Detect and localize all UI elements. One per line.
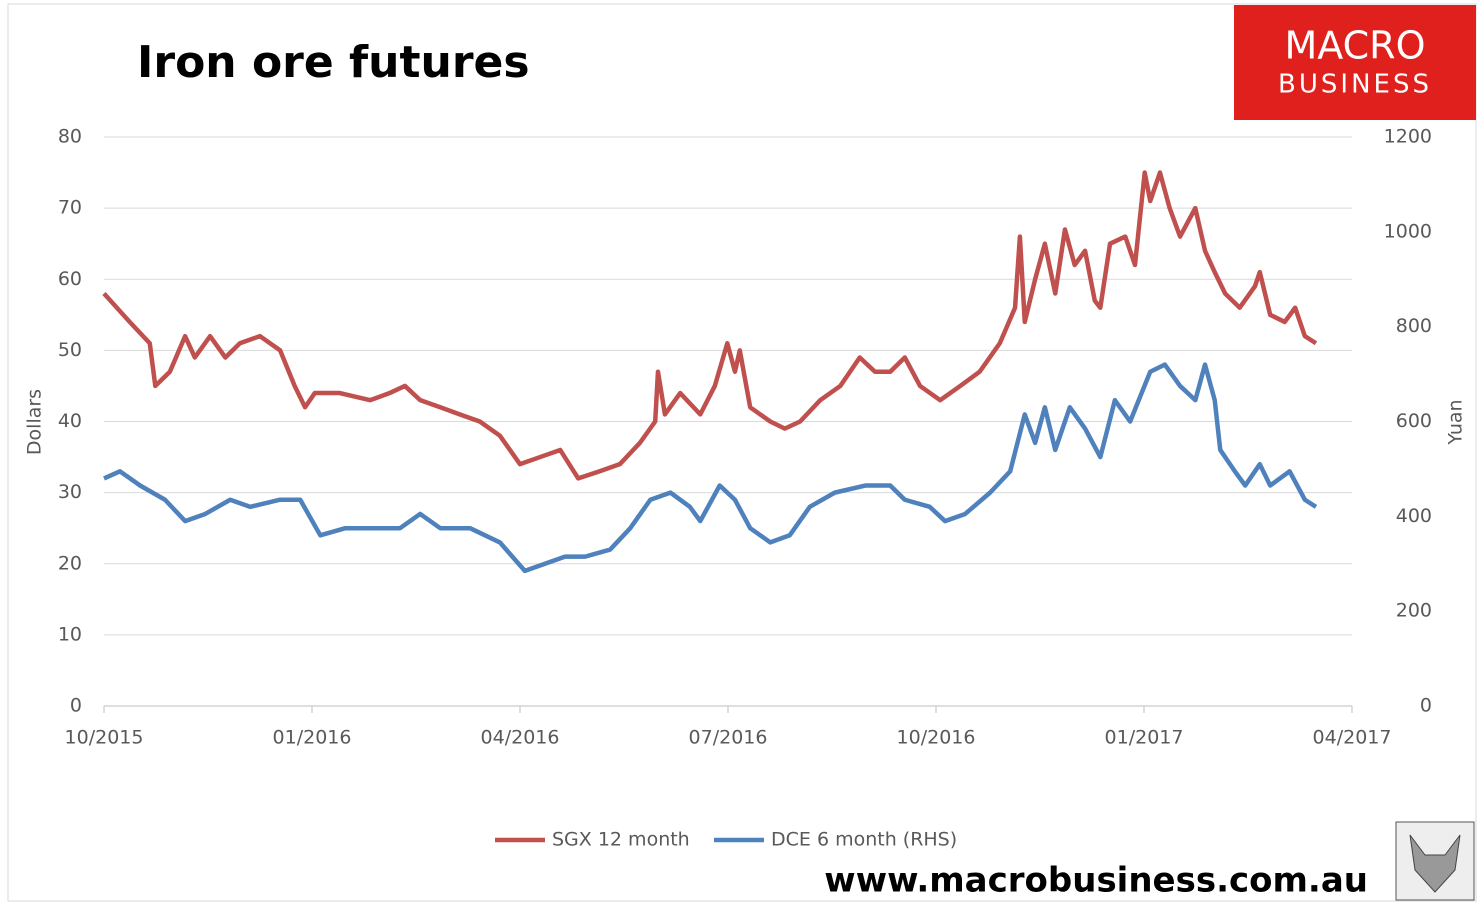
legend-label: SGX 12 month [552,829,690,851]
y-tick-label: 40 [58,410,82,432]
y2-tick-label: 200 [1396,600,1432,622]
y-axis-title: Dollars [24,389,46,455]
y2-tick-label: 1200 [1384,126,1432,148]
legend-label: DCE 6 month (RHS) [771,829,957,851]
logo-box [1234,5,1476,120]
logo-text: BUSINESS [1278,70,1432,100]
y2-tick-label: 600 [1396,410,1432,432]
x-tick-label: 04/2016 [481,727,560,749]
chart-title: Iron ore futures [137,37,530,88]
y2-tick-label: 1000 [1384,220,1432,242]
y-tick-label: 60 [58,268,82,290]
x-tick-label: 10/2016 [897,727,976,749]
series-line [102,170,1318,481]
series-line [103,362,1318,574]
y-tick-label: 70 [58,197,82,219]
y2-tick-label: 0 [1420,695,1432,717]
x-tick-label: 01/2016 [273,727,352,749]
y-tick-label: 30 [58,481,82,503]
x-tick-label: 07/2016 [689,727,768,749]
footer-url: www.macrobusiness.com.au [824,861,1368,901]
y-tick-label: 0 [70,695,82,717]
y2-tick-label: 400 [1396,505,1432,527]
y-tick-label: 50 [58,339,82,361]
wolf-icon [1409,834,1461,893]
y-tick-label: 20 [58,552,82,574]
logo-text: MACRO [1285,24,1426,68]
x-tick-label: 04/2017 [1313,727,1392,749]
y2-tick-label: 800 [1396,315,1432,337]
chart-frame [7,3,1477,902]
y-tick-label: 10 [58,623,82,645]
x-tick-label: 01/2017 [1105,727,1184,749]
x-tick-label: 10/2015 [65,727,144,749]
y-tick-label: 80 [58,126,82,148]
y2-axis-title: Yuan [1445,399,1467,445]
